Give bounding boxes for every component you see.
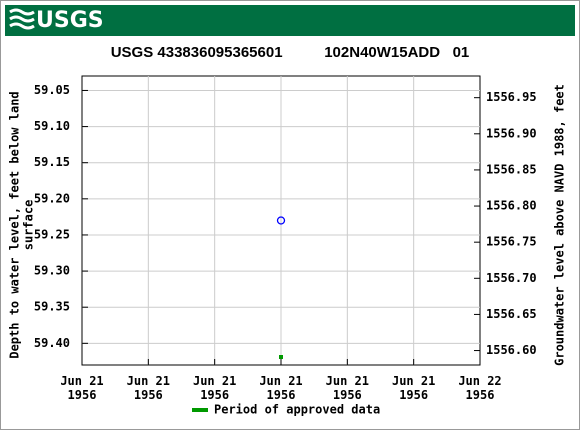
y-axis-label: surface bbox=[22, 200, 36, 251]
y2-tick-label: 1556.70 bbox=[486, 271, 537, 285]
y2-tick-label: 1556.80 bbox=[486, 199, 537, 213]
x-tick-label: Jun 21 1956 bbox=[126, 374, 170, 402]
x-tick-label: Jun 21 1956 bbox=[259, 374, 303, 402]
y-tick-label: 59.30 bbox=[34, 264, 70, 278]
y2-tick-label: 1556.65 bbox=[486, 307, 537, 321]
header-bar bbox=[5, 5, 575, 36]
y2-tick-label: 1556.60 bbox=[486, 343, 537, 357]
y-tick-label: 59.05 bbox=[34, 83, 70, 97]
approved-period bbox=[279, 355, 283, 359]
x-tick-label: Jun 21 1956 bbox=[391, 374, 436, 402]
y-tick-label: 59.35 bbox=[34, 300, 70, 314]
y-tick-label: 59.15 bbox=[34, 155, 70, 169]
y2-tick-label: 1556.85 bbox=[486, 162, 537, 176]
y2-tick-label: 1556.75 bbox=[486, 235, 537, 249]
x-tick-label: Jun 21 1956 bbox=[325, 374, 369, 402]
y-axis-label: Depth to water level, feet below land bbox=[8, 91, 22, 358]
logo-waves bbox=[9, 8, 35, 30]
legend-label: Period of approved data bbox=[214, 403, 380, 417]
y2-tick-label: 1556.95 bbox=[486, 90, 537, 104]
y-tick-label: 59.10 bbox=[34, 119, 70, 133]
x-tick-label: Jun 21 1956 bbox=[60, 374, 104, 402]
x-tick-label: Jun 22 1956 bbox=[458, 374, 502, 402]
data-point bbox=[276, 216, 286, 225]
y-tick-label: 59.20 bbox=[34, 191, 70, 205]
y-tick-label: 59.40 bbox=[34, 336, 70, 350]
y2-axis-label: Groundwater level above NAVD 1988, feet bbox=[553, 84, 567, 366]
chart-title: USGS 433836095365601 102N40W15ADD 01 bbox=[111, 44, 470, 61]
y-tick-label: 59.25 bbox=[34, 227, 70, 241]
logo: USGS bbox=[36, 8, 104, 33]
x-tick-label: Jun 21 1956 bbox=[192, 374, 237, 402]
y2-tick-label: 1556.90 bbox=[486, 126, 537, 140]
